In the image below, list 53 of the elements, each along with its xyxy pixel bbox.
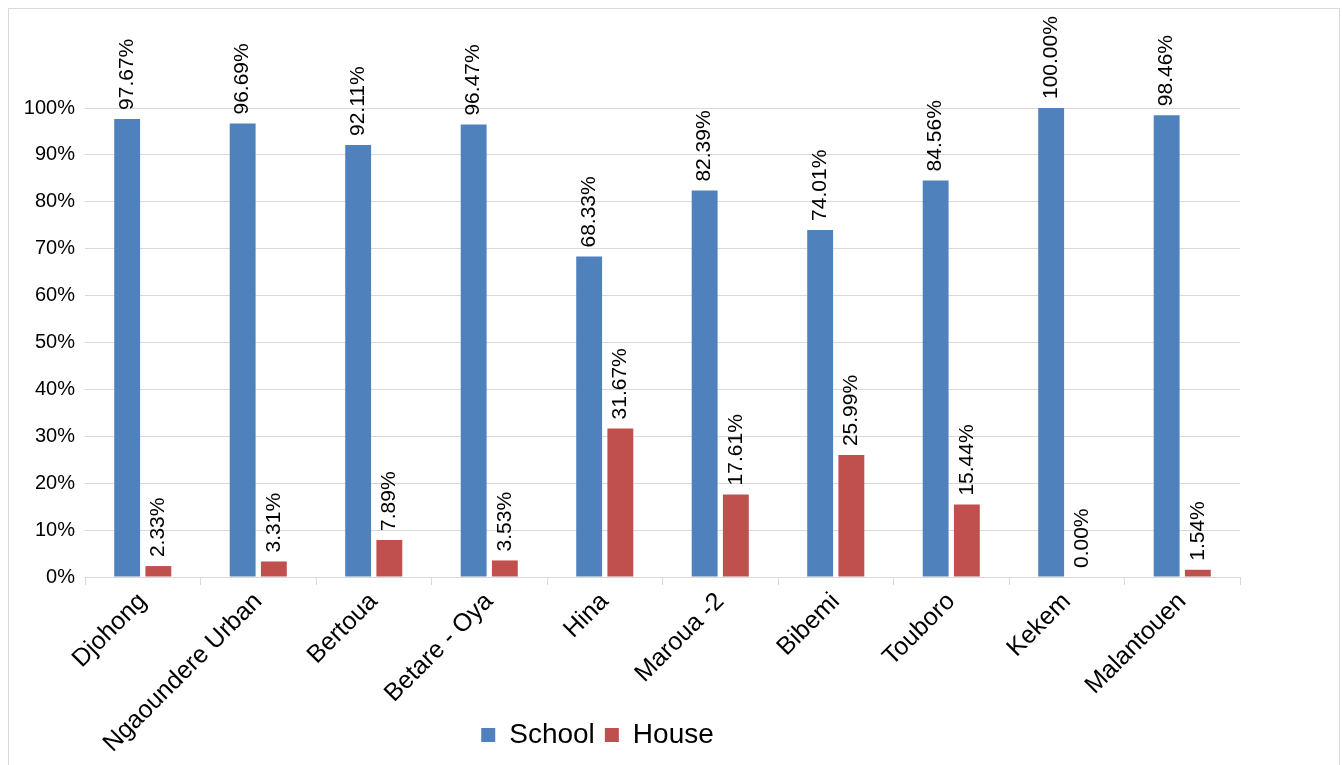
- y-tick-label: 0%: [46, 564, 76, 587]
- data-label: 1.54%: [1184, 501, 1208, 561]
- data-label: 3.53%: [491, 491, 515, 552]
- x-tick-label: Hina: [557, 586, 614, 643]
- data-label: 98.46%: [1153, 34, 1177, 107]
- bar: [145, 566, 172, 577]
- data-label: 97.67%: [113, 38, 137, 110]
- data-label: 96.69%: [229, 43, 253, 115]
- bar: [1038, 108, 1065, 577]
- data-label: 92.11%: [344, 66, 368, 136]
- data-label: 31.67%: [607, 348, 631, 420]
- data-label: 15.44%: [953, 424, 977, 496]
- bar: [953, 504, 980, 577]
- y-tick-label: 10%: [34, 517, 76, 540]
- y-tick-label: 80%: [34, 189, 76, 212]
- bar: [460, 124, 487, 577]
- bar: [114, 118, 141, 577]
- bar: [491, 560, 518, 577]
- data-label: 0.00%: [1069, 508, 1093, 568]
- bar: [376, 540, 403, 577]
- legend-label: School: [509, 717, 595, 749]
- data-label: 100.00%: [1037, 16, 1061, 99]
- data-label: 84.56%: [922, 100, 946, 172]
- y-tick-label: 70%: [34, 236, 76, 259]
- y-tick-label: 90%: [34, 142, 76, 165]
- data-label: 2.33%: [145, 497, 169, 558]
- data-label: 82.39%: [691, 110, 715, 182]
- y-tick-label: 50%: [34, 330, 76, 353]
- bar: [838, 455, 865, 577]
- y-tick-label: 40%: [34, 376, 76, 399]
- bar: [229, 123, 256, 577]
- data-label: 68.33%: [575, 176, 599, 248]
- bar: [607, 428, 634, 577]
- data-label: 3.31%: [260, 492, 284, 553]
- bar: [691, 190, 718, 577]
- data-label: 96.47%: [460, 44, 484, 116]
- y-tick-label: 100%: [23, 95, 76, 118]
- bar: [576, 256, 603, 577]
- y-tick-label: 60%: [34, 283, 76, 306]
- data-label: 74.01%: [806, 149, 830, 221]
- y-tick-label: 20%: [34, 470, 76, 493]
- bar: [1184, 569, 1211, 577]
- bar: [1153, 115, 1180, 577]
- data-label: 7.89%: [376, 471, 400, 531]
- bar: [722, 494, 749, 577]
- legend-label: House: [632, 717, 714, 749]
- bar: [807, 229, 834, 577]
- bar: [260, 561, 287, 577]
- bar: [922, 180, 949, 577]
- data-label: 17.61%: [722, 414, 746, 486]
- y-tick-label: 30%: [34, 423, 76, 446]
- data-label: 25.99%: [838, 374, 862, 447]
- bar: [345, 145, 372, 577]
